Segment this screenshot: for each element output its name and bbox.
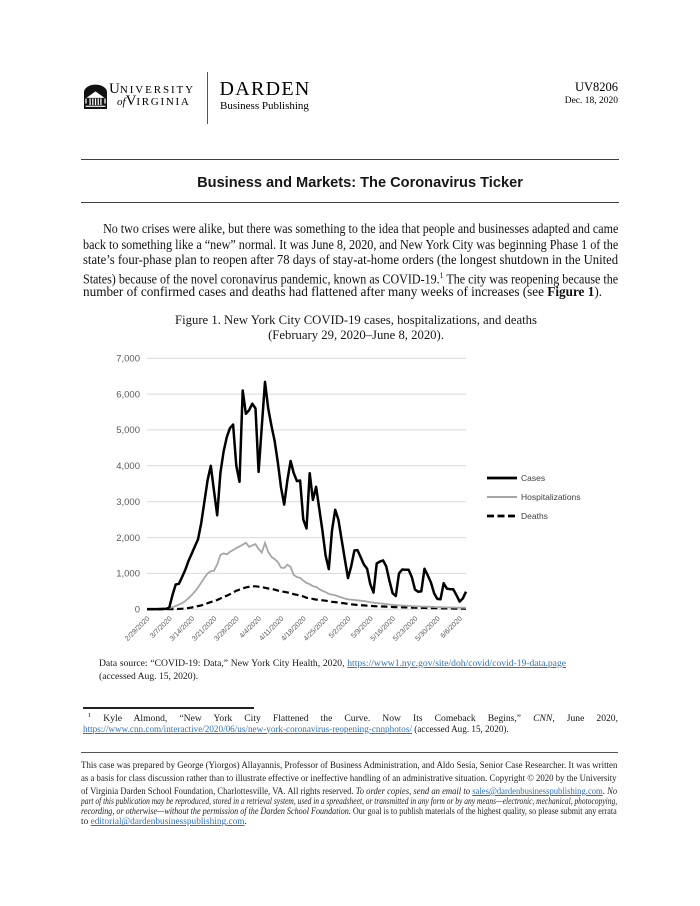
svg-text:5/2/2020: 5/2/2020 bbox=[327, 615, 352, 640]
svg-text:4,000: 4,000 bbox=[116, 461, 140, 472]
svg-text:2,000: 2,000 bbox=[116, 533, 140, 544]
svg-text:6,000: 6,000 bbox=[116, 389, 140, 400]
svg-text:Hospitalizations: Hospitalizations bbox=[521, 492, 581, 502]
svg-text:7,000: 7,000 bbox=[116, 354, 140, 365]
svg-text:Cases: Cases bbox=[521, 473, 545, 483]
svg-text:Deaths: Deaths bbox=[521, 511, 548, 521]
svg-text:5,000: 5,000 bbox=[116, 425, 140, 436]
svg-text:3,000: 3,000 bbox=[116, 497, 140, 508]
svg-text:1,000: 1,000 bbox=[116, 569, 140, 580]
svg-text:2/29/2020: 2/29/2020 bbox=[123, 615, 151, 643]
svg-text:6/6/2020: 6/6/2020 bbox=[439, 615, 464, 640]
svg-text:3/28/2020: 3/28/2020 bbox=[213, 615, 241, 643]
svg-text:0: 0 bbox=[135, 605, 140, 616]
svg-text:4/25/2020: 4/25/2020 bbox=[302, 615, 330, 643]
svg-text:5/30/2020: 5/30/2020 bbox=[414, 615, 442, 643]
